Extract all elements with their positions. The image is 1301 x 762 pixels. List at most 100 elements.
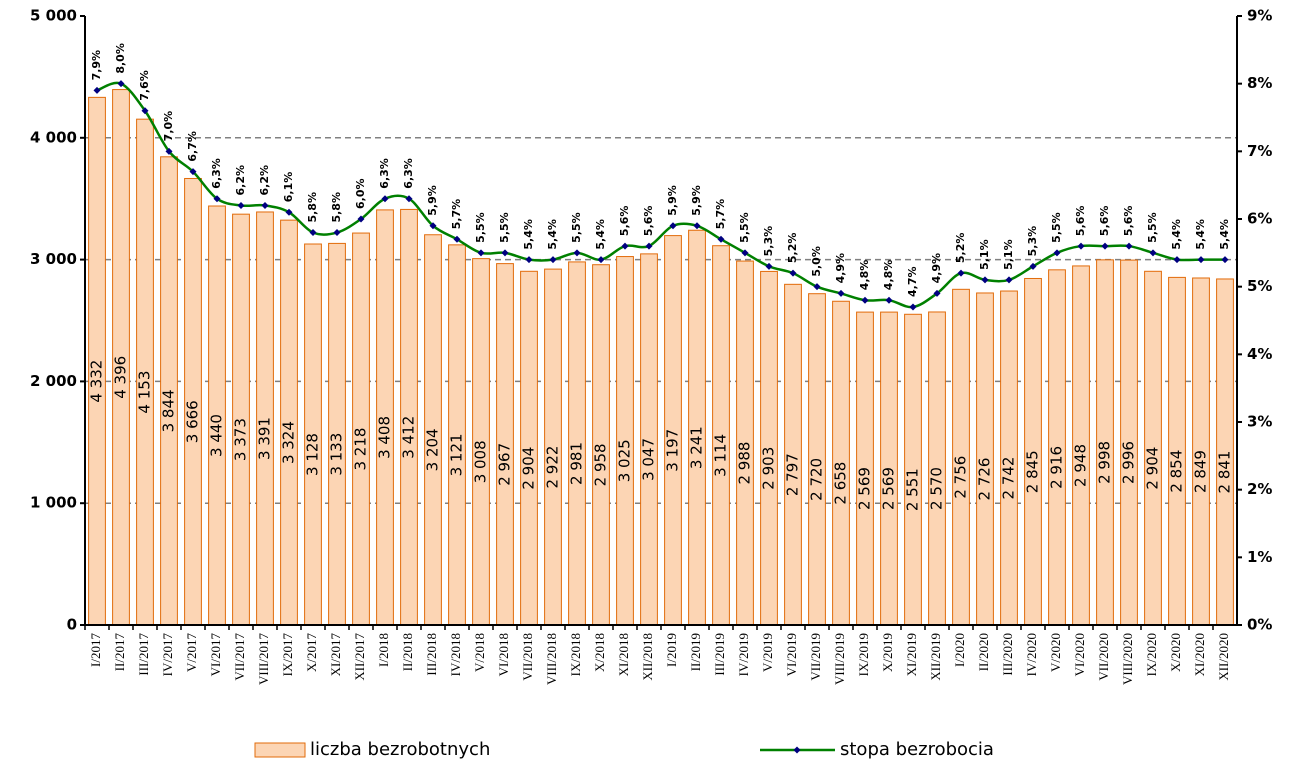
x-tick-label: V/2020 (1048, 633, 1063, 672)
x-tick-label: I/2018 (376, 633, 391, 667)
y-tick-label: 4 000 (30, 128, 77, 146)
marker (453, 235, 461, 243)
bar-label: 3 047 (640, 438, 658, 481)
marker (1029, 262, 1037, 270)
x-tick-label: II/2020 (976, 633, 991, 671)
rate-label: 5,1% (1002, 239, 1015, 270)
x-tick-label: III/2018 (424, 633, 439, 676)
marker (1053, 249, 1061, 257)
marker (741, 249, 749, 257)
y-tick-label: 3 000 (30, 250, 77, 268)
rate-label: 7,0% (162, 111, 175, 142)
x-tick-label: XI/2017 (328, 633, 343, 677)
rate-label: 4,8% (882, 260, 895, 291)
bar-label: 2 551 (904, 468, 922, 511)
rate-label: 4,9% (930, 253, 943, 284)
rate-label: 5,7% (450, 199, 463, 230)
bar-label: 2 658 (832, 462, 850, 505)
marker (1101, 242, 1109, 250)
bar-label: 3 666 (184, 400, 202, 443)
bar-label: 4 396 (112, 356, 130, 399)
rate-label: 7,9% (90, 50, 103, 81)
rate-label: 5,8% (330, 192, 343, 223)
marker (717, 235, 725, 243)
rate-label: 5,4% (1194, 219, 1207, 250)
rate-label: 5,4% (1170, 219, 1183, 250)
marker (141, 107, 149, 115)
bar-label: 2 845 (1024, 450, 1042, 493)
x-tick-label: XI/2019 (904, 633, 919, 676)
x-tick-label: X/2020 (1168, 633, 1183, 672)
bar-label: 2 904 (520, 447, 538, 490)
bar-label: 2 904 (1144, 447, 1162, 490)
x-tick-label: X/2019 (880, 633, 895, 672)
x-tick-label: XII/2020 (1216, 633, 1231, 681)
marker (525, 256, 533, 264)
marker (1005, 276, 1013, 284)
marker (981, 276, 989, 284)
marker (813, 283, 821, 291)
rate-label: 5,0% (810, 246, 823, 277)
x-tick-label: VIII/2019 (832, 633, 847, 685)
rate-label: 5,5% (474, 212, 487, 243)
x-tick-label: IV/2019 (736, 633, 751, 676)
bar-label: 2 569 (856, 467, 874, 510)
x-tick-label: VIII/2020 (1120, 633, 1135, 685)
x-tick-label: IX/2020 (1144, 633, 1159, 676)
bar-label: 2 570 (928, 467, 946, 510)
rate-label: 4,9% (834, 253, 847, 284)
rate-label: 5,4% (1218, 219, 1231, 250)
marker (309, 229, 317, 237)
bar-label: 2 726 (976, 458, 994, 501)
bar-label: 2 958 (592, 443, 610, 486)
marker (885, 296, 893, 304)
marker (1077, 242, 1085, 250)
marker (1125, 242, 1133, 250)
bar-label: 4 153 (136, 371, 154, 414)
bar-label: 3 408 (376, 416, 394, 459)
marker (933, 289, 941, 297)
y2-tick-label: 5% (1247, 277, 1272, 295)
bar-label: 2 797 (784, 453, 802, 496)
x-tick-label: V/2017 (184, 633, 199, 673)
rate-label: 5,3% (1026, 226, 1039, 257)
bar-label: 2 916 (1048, 446, 1066, 489)
rate-label: 5,4% (546, 219, 559, 250)
x-tick-label: III/2019 (712, 633, 727, 676)
marker (1197, 256, 1205, 264)
bar-label: 3 412 (400, 416, 418, 459)
marker (261, 201, 269, 209)
marker (549, 256, 557, 264)
x-tick-label: VII/2018 (520, 633, 535, 681)
x-tick-label: III/2017 (136, 633, 151, 676)
x-tick-label: I/2017 (88, 633, 103, 667)
bar-label: 2 981 (568, 442, 586, 485)
y-tick-label: 5 000 (30, 7, 77, 25)
rate-label: 5,4% (522, 219, 535, 250)
y2-tick-label: 0% (1247, 616, 1272, 634)
marker (333, 229, 341, 237)
y-tick-label: 2 000 (30, 372, 77, 390)
x-tick-label: VII/2017 (232, 633, 247, 681)
x-tick-label: X/2017 (304, 633, 319, 673)
y2-tick-label: 8% (1247, 74, 1272, 92)
x-tick-label: II/2018 (400, 633, 415, 671)
y2-tick-label: 4% (1247, 345, 1272, 363)
y2-tick-label: 7% (1247, 142, 1272, 160)
marker (477, 249, 485, 257)
legend-swatch (254, 742, 306, 758)
marker (693, 222, 701, 230)
x-tick-label: V/2019 (760, 633, 775, 672)
bar-label: 3 025 (616, 439, 634, 482)
bar-label: 2 998 (1096, 441, 1114, 484)
rate-label: 6,2% (258, 165, 271, 196)
x-tick-label: VI/2018 (496, 633, 511, 676)
rate-label: 5,5% (1050, 212, 1063, 243)
bar-label: 3 133 (328, 433, 346, 476)
marker (1149, 249, 1157, 257)
marker (381, 195, 389, 203)
marker (861, 296, 869, 304)
marker (1173, 256, 1181, 264)
bar-label: 3 008 (472, 440, 490, 483)
